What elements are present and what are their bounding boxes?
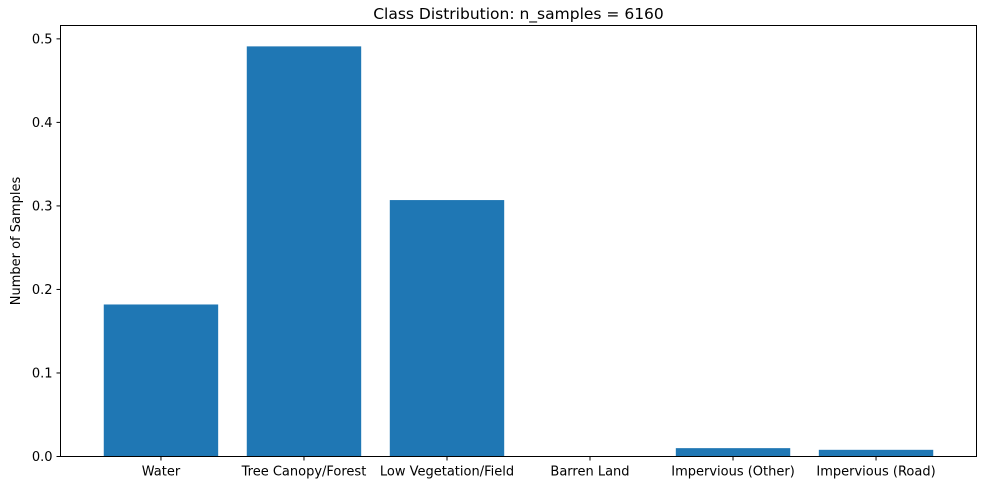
bar-0 [103, 304, 219, 457]
x-tick-label: Low Vegetation/Field [380, 465, 514, 480]
x-tick-label: Barren Land [550, 465, 629, 480]
plot-frame [60, 25, 977, 457]
bar-5 [818, 449, 934, 457]
y-axis-title: Number of Samples [9, 177, 24, 306]
y-tick-label: 0.2 [32, 283, 53, 298]
bar-4 [675, 448, 791, 457]
x-tick-label: Water [142, 465, 181, 480]
y-tick-label: 0.1 [32, 366, 53, 381]
bar-2 [389, 200, 505, 457]
x-axis-ticks: Water Tree Canopy/Forest Low Vegetation/Fi… [142, 456, 936, 480]
x-tick-label: Tree Canopy/Forest [241, 465, 367, 480]
x-tick-label: Impervious (Other) [671, 465, 795, 480]
bar-1 [246, 46, 362, 457]
y-tick-label: 0.3 [32, 199, 53, 214]
chart-title: Class Distribution: n_samples = 6160 [373, 5, 664, 24]
x-tick-label: Impervious (Road) [816, 465, 935, 480]
bars-group [103, 46, 934, 457]
y-axis-ticks: 0.0 0.1 0.2 0.3 0.4 0.5 [32, 32, 61, 465]
y-tick-label: 0.0 [32, 450, 53, 465]
y-tick-label: 0.5 [32, 32, 53, 47]
y-tick-label: 0.4 [32, 116, 53, 131]
